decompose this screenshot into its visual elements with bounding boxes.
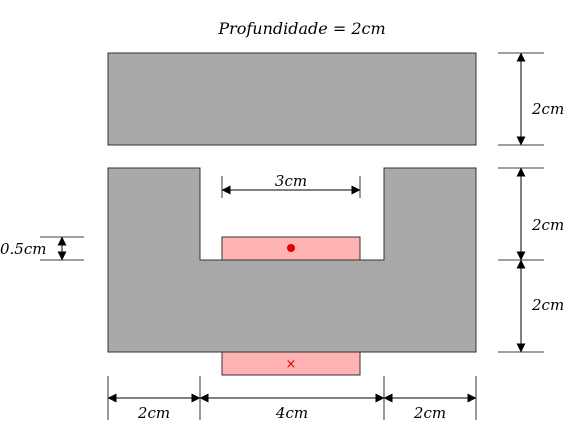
dim-label-leg-lower: 2cm — [531, 296, 564, 314]
dim-label-offset: 0.5cm — [0, 240, 46, 258]
current-cross-marker: × — [286, 357, 297, 372]
dim-label-right-leg: 2cm — [413, 404, 446, 422]
top-yoke-bar — [107, 52, 477, 146]
dim-label-left-leg: 2cm — [137, 404, 170, 422]
dim-label-top-bar: 2cm — [531, 100, 564, 118]
dim-label-center: 4cm — [275, 404, 308, 422]
dim-label-slot: 3cm — [275, 172, 307, 190]
depth-title: Profundidade = 2cm — [217, 19, 385, 38]
current-dot-marker — [287, 244, 295, 252]
dim-label-leg-upper: 2cm — [531, 216, 564, 234]
coil-lower — [221, 351, 361, 376]
